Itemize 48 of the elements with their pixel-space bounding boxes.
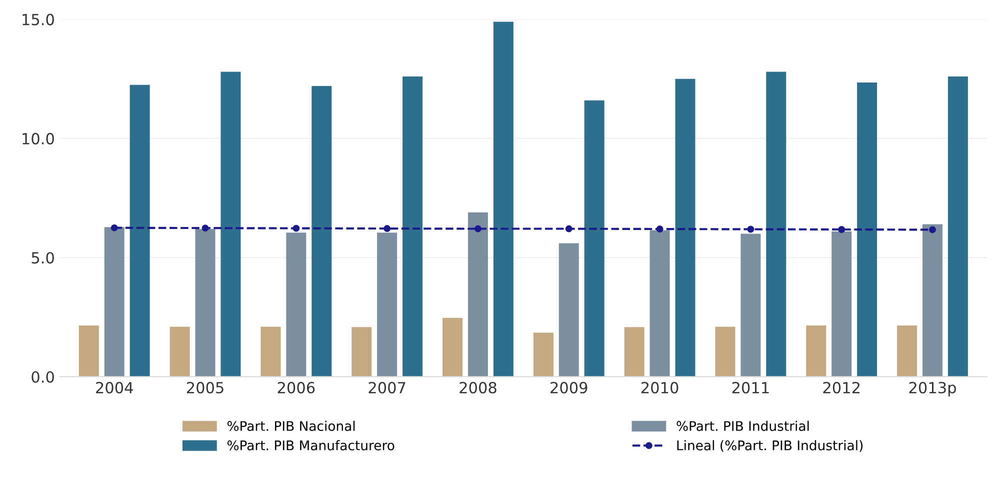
bar bbox=[260, 326, 281, 377]
bar bbox=[832, 231, 852, 377]
x-tick-label: 2008 bbox=[460, 382, 496, 394]
bar bbox=[468, 212, 488, 377]
legend-label: %Part. PIB Nacional bbox=[227, 420, 355, 431]
bar bbox=[650, 230, 670, 377]
bar bbox=[897, 326, 918, 377]
x-tick-label: 2006 bbox=[278, 382, 315, 394]
bar bbox=[857, 82, 878, 377]
bar bbox=[584, 100, 604, 377]
bar bbox=[130, 84, 150, 377]
bar bbox=[195, 229, 216, 377]
x-tick-label: 2005 bbox=[186, 382, 224, 394]
bar bbox=[220, 72, 241, 377]
x-tick-label: 2010 bbox=[641, 382, 678, 394]
bar bbox=[740, 234, 761, 377]
y-tick-label: 0.0 bbox=[32, 371, 54, 383]
bar bbox=[352, 327, 372, 377]
bar bbox=[104, 227, 124, 377]
bar bbox=[624, 327, 644, 377]
legend-label: Lineal (%Part. PIB Industrial) bbox=[677, 440, 863, 452]
bar bbox=[766, 72, 786, 377]
bar bbox=[715, 326, 736, 377]
bar bbox=[948, 76, 968, 377]
bar bbox=[402, 76, 423, 377]
bar bbox=[675, 78, 696, 377]
x-tick-label: 2012 bbox=[823, 382, 860, 394]
y-tick-label: 5.0 bbox=[32, 252, 54, 264]
legend-label: %Part. PIB Manufacturero bbox=[227, 440, 394, 450]
x-tick-label: 2009 bbox=[550, 382, 588, 394]
bar bbox=[493, 22, 514, 377]
legend-label: %Part. PIB Industrial bbox=[676, 420, 809, 431]
bar bbox=[286, 232, 306, 377]
bar bbox=[558, 243, 579, 377]
bar bbox=[442, 318, 463, 377]
bar bbox=[377, 232, 398, 377]
x-tick-label: 2007 bbox=[368, 382, 406, 394]
y-tick-label: 15.0 bbox=[22, 14, 54, 26]
bar bbox=[78, 326, 99, 377]
bar bbox=[806, 326, 826, 377]
y-tick-label: 10.0 bbox=[22, 132, 54, 144]
bar bbox=[312, 86, 332, 377]
x-tick-label: 2011 bbox=[732, 382, 769, 394]
bar bbox=[922, 224, 942, 377]
bar bbox=[170, 326, 190, 377]
x-tick-label: 2004 bbox=[96, 382, 133, 394]
x-tick-label: 2013p bbox=[909, 382, 956, 396]
bar bbox=[533, 332, 554, 377]
